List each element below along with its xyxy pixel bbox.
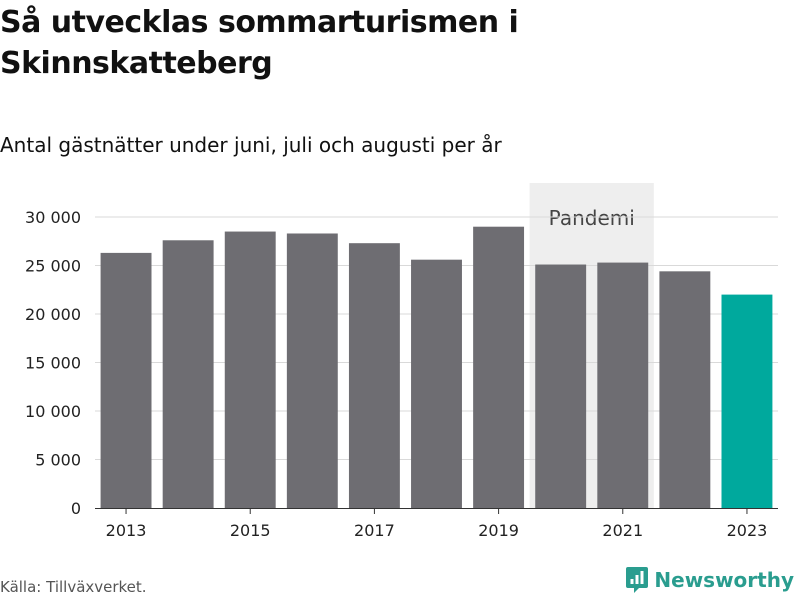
y-tick-label: 0 — [71, 499, 81, 518]
bar — [473, 226, 525, 508]
x-tick-label: 2017 — [354, 521, 395, 540]
y-tick-label: 20 000 — [25, 305, 81, 324]
y-tick-label: 5 000 — [35, 451, 81, 470]
x-tick-label: 2021 — [602, 521, 643, 540]
bar — [286, 233, 338, 509]
x-tick-label: 2015 — [230, 521, 271, 540]
pandemic-label: Pandemi — [549, 206, 635, 230]
bar-chart: Pandemi 0 5 000 10 000 15 000 20 000 25 000 30 … — [25, 183, 778, 540]
newsworthy-logo-icon — [626, 567, 649, 593]
source-note: Källa: Tillväxverket. — [0, 578, 147, 596]
y-tick-label: 25 000 — [25, 257, 81, 276]
x-tick-label: 2023 — [727, 521, 768, 540]
y-tick-label: 15 000 — [25, 354, 81, 373]
bar — [162, 240, 214, 508]
brand-logo: Newsworthy — [625, 566, 794, 594]
y-tick-label: 10 000 — [25, 402, 81, 421]
brand-name: Newsworthy — [654, 568, 794, 592]
x-tick-label: 2019 — [478, 521, 519, 540]
bar — [597, 262, 649, 508]
chart-subtitle: Antal gästnätter under juni, juli och au… — [0, 133, 502, 157]
bar — [100, 252, 152, 508]
x-tick-label: 2013 — [106, 521, 147, 540]
bar — [224, 231, 276, 509]
bar — [659, 271, 711, 508]
bar — [535, 264, 587, 508]
bar — [411, 259, 462, 508]
bar — [721, 294, 773, 508]
y-tick-label: 30 000 — [25, 208, 81, 227]
chart-title: Så utvecklas sommarturismen i Skinnskatt… — [0, 5, 519, 81]
bar — [348, 243, 400, 508]
